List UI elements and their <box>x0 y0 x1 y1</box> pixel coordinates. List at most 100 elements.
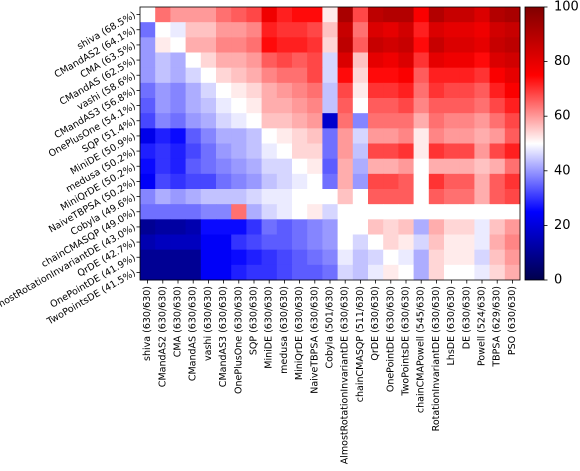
heatmap-cell <box>383 173 399 190</box>
column-label: CMA (630/630) <box>173 286 184 357</box>
heatmap-cell <box>368 128 384 144</box>
column-label: AlmostRotationInvariantDE (630/630) <box>340 286 351 464</box>
heatmap-cell <box>231 52 247 69</box>
heatmap-cell <box>383 37 399 53</box>
column-label: medusa (630/630) <box>279 286 290 374</box>
heatmap-cell <box>170 22 186 38</box>
heatmap-cell <box>368 204 384 220</box>
heatmap-cell <box>170 204 186 220</box>
column-label: CMandAS2 (630/630) <box>157 286 168 387</box>
heatmap-cell <box>504 158 521 175</box>
heatmap-cell <box>307 7 323 23</box>
heatmap-cell <box>337 37 354 53</box>
heatmap-cell <box>170 143 186 160</box>
heatmap-cell <box>413 7 430 23</box>
heatmap-cell <box>474 234 490 251</box>
heatmap-cell <box>276 98 293 114</box>
heatmap-cell <box>459 98 475 114</box>
heatmap-cell <box>246 52 262 69</box>
heatmap-cell <box>474 67 490 84</box>
column-label: CMandAS3 (630/630) <box>218 286 229 387</box>
heatmap-cell <box>459 234 475 251</box>
heatmap-cell <box>413 249 430 266</box>
heatmap-cell <box>307 128 323 144</box>
heatmap-cell <box>292 204 308 220</box>
column-label: RotationInvariantDE (630/630) <box>431 286 442 431</box>
heatmap-cell <box>200 98 217 114</box>
heatmap-cell <box>231 264 247 281</box>
heatmap-cell <box>200 82 217 99</box>
heatmap-cell <box>474 7 490 23</box>
heatmap-cell <box>307 173 323 190</box>
heatmap-cell <box>504 98 521 114</box>
heatmap-cell <box>185 52 202 69</box>
heatmap-cell <box>185 189 202 205</box>
heatmap-cell <box>185 82 202 99</box>
heatmap-cell <box>444 98 460 114</box>
heatmap-cell <box>276 113 293 129</box>
heatmap-cell <box>231 158 247 175</box>
heatmap-cell <box>246 113 262 129</box>
heatmap-cell <box>337 234 354 251</box>
heatmap-cell <box>428 219 445 235</box>
heatmap-cell <box>185 7 202 23</box>
heatmap-cell <box>185 204 202 220</box>
heatmap-cell <box>231 219 247 235</box>
heatmap-cell <box>246 189 262 205</box>
heatmap-cell <box>459 143 475 160</box>
heatmap-cell <box>504 249 521 266</box>
heatmap-cell <box>185 219 202 235</box>
heatmap-cell <box>428 82 445 99</box>
heatmap-cells <box>140 7 521 281</box>
heatmap-cell <box>504 204 521 220</box>
heatmap-cell <box>170 82 186 99</box>
heatmap-cell <box>398 189 414 205</box>
heatmap-cell <box>261 128 278 144</box>
heatmap-cell <box>398 204 414 220</box>
heatmap-cell <box>444 128 460 144</box>
heatmap-cell <box>231 234 247 251</box>
column-label: OnePlusOne (630/630) <box>233 286 244 394</box>
heatmap-cell <box>170 219 186 235</box>
heatmap-cell <box>322 98 338 114</box>
heatmap-cell <box>216 82 232 99</box>
heatmap-cell <box>413 234 430 251</box>
column-labels: shiva (630/630) CMandAS2 (630/630) CMA (63… <box>142 280 518 464</box>
heatmap-cell <box>216 7 232 23</box>
heatmap-cell <box>307 82 323 99</box>
column-label: QrDE (630/630) <box>370 286 381 361</box>
heatmap-cell <box>337 82 354 99</box>
heatmap-cell <box>185 98 202 114</box>
column-label: DE (630/630) <box>461 286 472 349</box>
heatmap-cell <box>185 128 202 144</box>
heatmap-cell <box>292 7 308 23</box>
heatmap-cell <box>216 204 232 220</box>
heatmap-cell <box>292 22 308 38</box>
heatmap-cell <box>155 234 171 251</box>
heatmap-cell <box>368 143 384 160</box>
heatmap-cell <box>413 143 430 160</box>
heatmap-cell <box>368 37 384 53</box>
heatmap-cell <box>155 219 171 235</box>
heatmap-cell <box>246 158 262 175</box>
heatmap-cell <box>428 173 445 190</box>
heatmap-cell <box>383 52 399 69</box>
heatmap-cell <box>216 22 232 38</box>
heatmap-cell <box>170 128 186 144</box>
heatmap-cell <box>261 22 278 38</box>
colorbar-tick-label: 100 <box>554 0 579 15</box>
heatmap-cell <box>261 113 278 129</box>
heatmap-cell <box>231 143 247 160</box>
heatmap-cell <box>489 7 506 23</box>
heatmap-cell <box>170 249 186 266</box>
heatmap-cell <box>489 113 506 129</box>
heatmap-cell <box>307 52 323 69</box>
heatmap-cell <box>352 98 369 114</box>
heatmap-cell <box>368 113 384 129</box>
heatmap-cell <box>231 37 247 53</box>
heatmap-cell <box>504 67 521 84</box>
heatmap-cell <box>504 7 521 23</box>
heatmap-cell <box>292 128 308 144</box>
column-label: PSO (630/630) <box>507 286 518 355</box>
